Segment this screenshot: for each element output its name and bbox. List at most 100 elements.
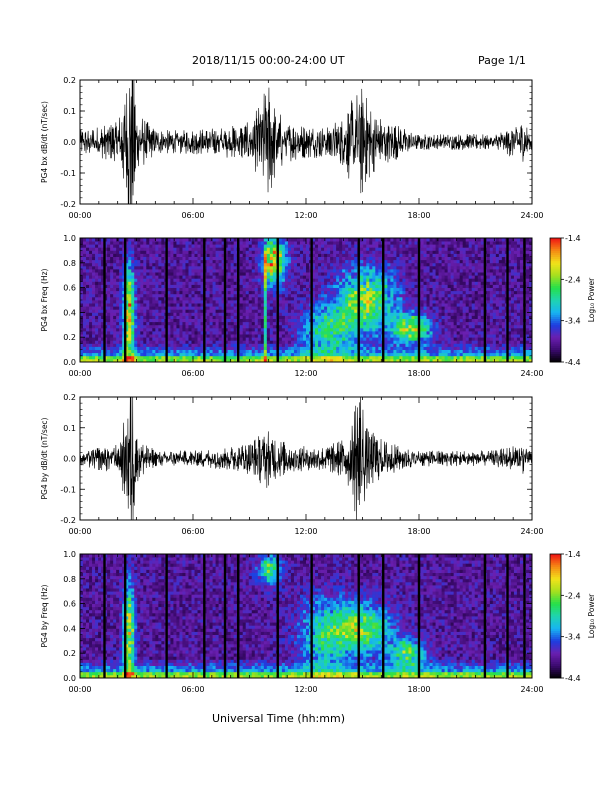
spectrogram-cell bbox=[212, 281, 216, 285]
spectrogram-cell bbox=[435, 256, 439, 261]
spectrogram-cell bbox=[173, 352, 177, 357]
spectrogram-cell bbox=[263, 324, 268, 329]
spectrogram-cell bbox=[254, 275, 259, 279]
spectrogram-cell bbox=[315, 250, 319, 254]
spectrogram-cell bbox=[95, 250, 99, 254]
spectrogram-cell bbox=[378, 287, 382, 292]
spectrogram-cell bbox=[312, 296, 316, 301]
spectrogram-cell bbox=[131, 327, 135, 332]
spectrogram-cell bbox=[182, 284, 186, 288]
spectrogram-cell bbox=[354, 238, 358, 242]
spectrogram-cell bbox=[227, 253, 232, 257]
spectrogram-cell bbox=[351, 343, 355, 347]
spectrogram-cell bbox=[179, 238, 183, 242]
spectrogram-cell bbox=[92, 241, 96, 245]
spectrogram-cell bbox=[444, 250, 449, 254]
spectrogram-cell bbox=[324, 309, 328, 313]
spectrogram-cell bbox=[95, 278, 99, 282]
spectrogram-cell bbox=[387, 250, 391, 254]
spectrogram-cell bbox=[354, 321, 358, 326]
spectrogram-cell bbox=[363, 300, 367, 304]
spectrogram-cell bbox=[119, 290, 123, 295]
spectrogram-cell bbox=[158, 284, 162, 288]
spectrogram-cell bbox=[387, 287, 391, 292]
spectrogram-cell bbox=[260, 250, 265, 254]
spectrogram-cell bbox=[155, 293, 159, 298]
spectrogram-cell bbox=[333, 321, 337, 326]
spectrogram-cell bbox=[131, 340, 135, 344]
spectrogram-cell bbox=[384, 324, 388, 329]
spectrogram-cell bbox=[360, 324, 364, 329]
spectrogram-cell bbox=[206, 290, 210, 295]
spectrogram-cell bbox=[173, 334, 177, 338]
spectrogram-cell bbox=[173, 247, 177, 251]
spectrogram-cell bbox=[137, 349, 141, 354]
spectrogram-cell bbox=[318, 355, 322, 360]
spectrogram-cell bbox=[441, 293, 446, 298]
spectrogram-cell bbox=[396, 262, 400, 267]
spectrogram-cell bbox=[95, 244, 99, 248]
spectrogram-cell bbox=[327, 241, 331, 245]
spectrogram-cell bbox=[405, 321, 409, 326]
spectrogram-cell bbox=[215, 275, 220, 279]
spectrogram-cell bbox=[131, 321, 135, 326]
spectrogram-cell bbox=[134, 259, 138, 264]
spectrogram-cell bbox=[92, 244, 96, 248]
spectrogram-cell bbox=[378, 309, 382, 313]
spectrogram-cell bbox=[266, 346, 271, 350]
spectrogram-cell bbox=[176, 247, 180, 251]
spectrogram-cell bbox=[125, 244, 129, 248]
spectrogram-cell bbox=[218, 253, 223, 257]
spectrogram-cell bbox=[152, 250, 156, 254]
spectrogram-cell bbox=[387, 303, 391, 307]
spectrogram-cell bbox=[218, 355, 223, 360]
spectrogram-cell bbox=[366, 340, 370, 344]
spectrogram-cell bbox=[179, 278, 183, 282]
spectrogram-cell bbox=[290, 247, 295, 251]
spectrogram-cell bbox=[393, 309, 397, 313]
spectrogram-cell bbox=[89, 278, 93, 282]
spectrogram-cell bbox=[200, 352, 204, 357]
spectrogram-cell bbox=[290, 278, 295, 282]
spectrogram-cell bbox=[387, 337, 391, 341]
spectrogram-cell bbox=[179, 244, 183, 248]
spectrogram-cell bbox=[212, 343, 216, 347]
spectrogram-cell bbox=[351, 247, 355, 251]
spectrogram-cell bbox=[83, 352, 87, 357]
spectrogram-cell bbox=[296, 331, 301, 335]
spectrogram-cell bbox=[140, 290, 144, 295]
spectrogram-cell bbox=[345, 352, 349, 357]
spectrogram-cell bbox=[318, 287, 322, 292]
spectrogram-cell bbox=[360, 337, 364, 341]
spectrogram-cell bbox=[330, 337, 334, 341]
spectrogram-cell bbox=[393, 272, 397, 276]
spectrogram-cell bbox=[426, 358, 430, 363]
spectrogram-cell bbox=[239, 300, 244, 304]
spectrogram-cell bbox=[158, 309, 162, 313]
spectrogram-cell bbox=[260, 312, 265, 316]
spectrogram-cell bbox=[420, 238, 424, 242]
spectrogram-cell bbox=[339, 278, 343, 282]
spectrogram-cell bbox=[92, 278, 96, 282]
spectrogram-cell bbox=[363, 290, 367, 295]
spectrogram-cell bbox=[302, 346, 307, 350]
spectrogram-cell bbox=[318, 278, 322, 282]
spectrogram-cell bbox=[260, 287, 265, 292]
spectrogram-cell bbox=[342, 327, 346, 332]
spectrogram-cell bbox=[107, 349, 111, 354]
spectrogram-cell bbox=[149, 290, 153, 295]
spectrogram-cell bbox=[143, 275, 147, 279]
spectrogram-cell bbox=[315, 244, 319, 248]
spectrogram-cell bbox=[233, 262, 238, 267]
spectrogram-cell bbox=[161, 337, 165, 341]
spectrogram-cell bbox=[411, 300, 415, 304]
spectrogram-cell bbox=[287, 275, 292, 279]
spectrogram-cell bbox=[284, 337, 289, 341]
spectrogram-cell bbox=[306, 269, 310, 273]
spectrogram-cell bbox=[98, 324, 102, 329]
spectrogram-cell bbox=[306, 247, 310, 251]
spectrogram-cell bbox=[345, 250, 349, 254]
spectrogram-cell bbox=[441, 315, 446, 319]
spectrogram-cell bbox=[110, 290, 114, 295]
spectrogram-cell bbox=[239, 259, 244, 264]
